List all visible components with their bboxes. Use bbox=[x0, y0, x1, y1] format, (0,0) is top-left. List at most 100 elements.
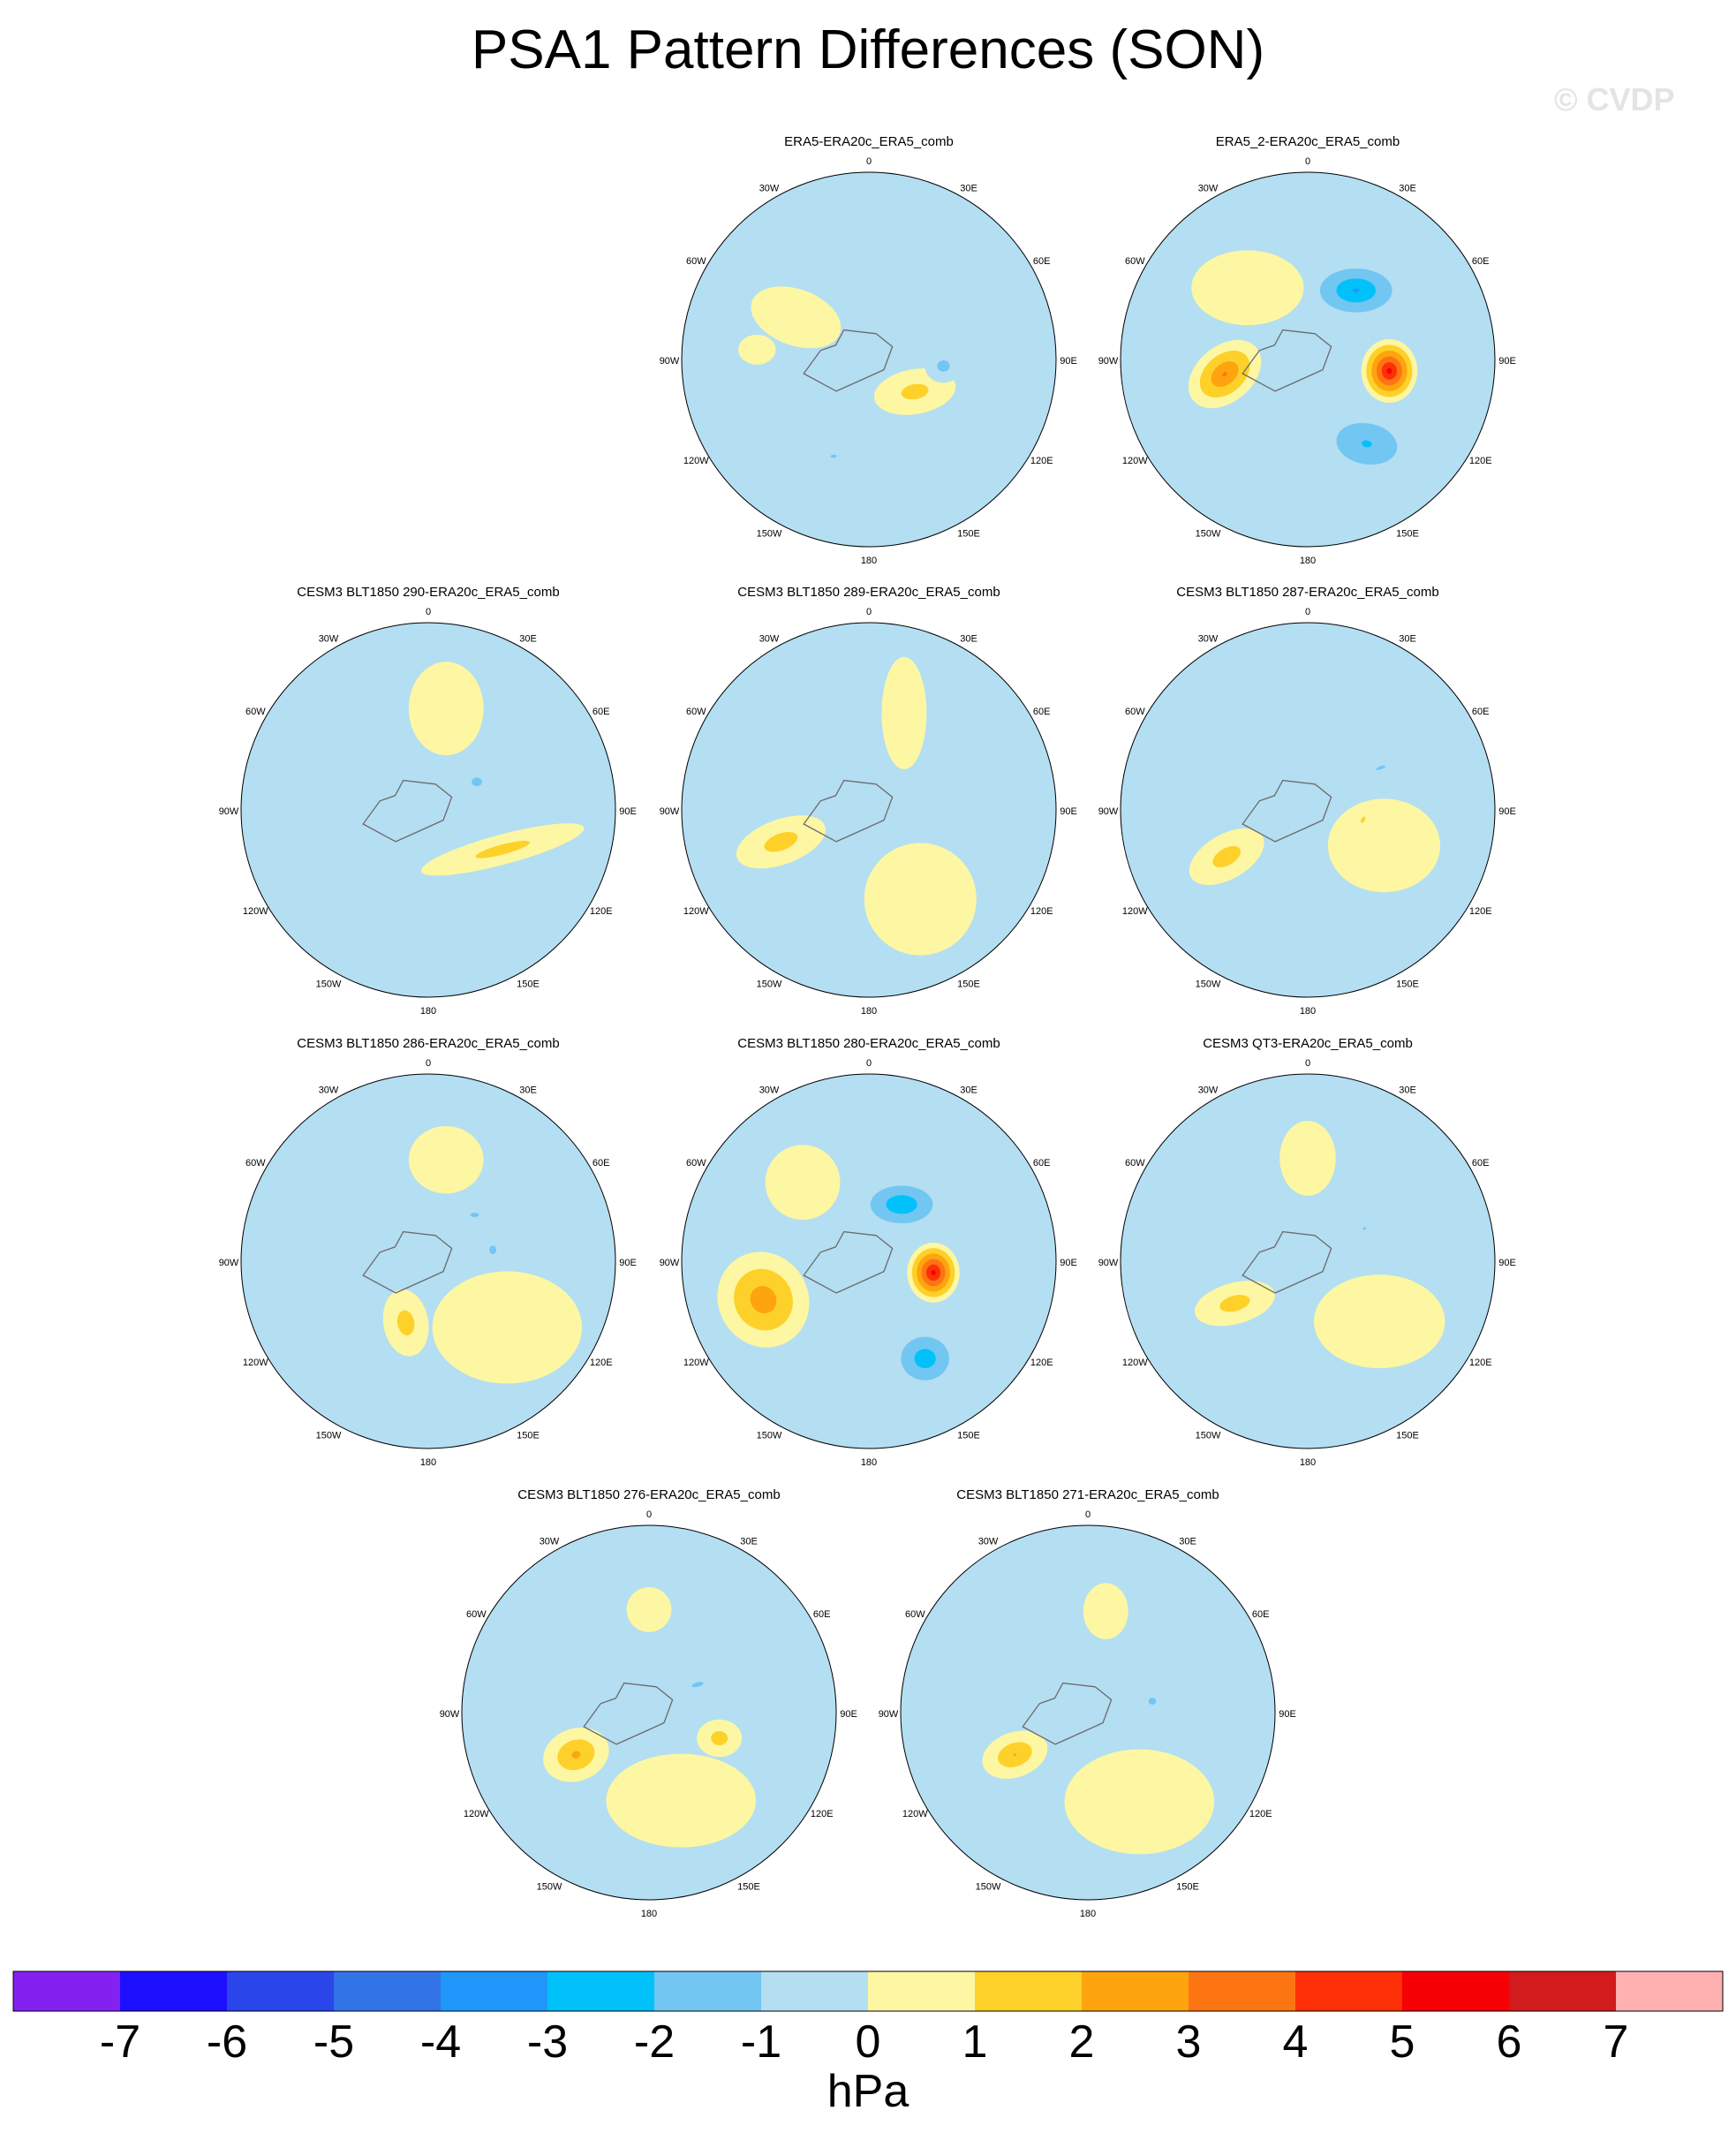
negative-anomaly bbox=[1310, 405, 1423, 482]
longitude-label: 150E bbox=[957, 980, 980, 990]
positive-anomaly bbox=[751, 286, 842, 349]
coastline bbox=[1242, 1230, 1332, 1294]
colorbar-swatch bbox=[334, 1971, 442, 2011]
colorbar: -7 -6 -5 -4 -3 -2 -1 0 1 2 3 4 5 6 7 hPa bbox=[12, 1970, 1724, 2117]
contour-band bbox=[886, 1195, 917, 1214]
longitude-label: 150E bbox=[957, 529, 980, 540]
longitude-label: 180 bbox=[1080, 1909, 1096, 1919]
coastline bbox=[583, 1682, 674, 1745]
map-background bbox=[1121, 623, 1495, 997]
longitude-label: 180 bbox=[1300, 1457, 1316, 1468]
longitude-label: 150W bbox=[976, 1882, 1001, 1893]
longitude-label: 150W bbox=[757, 980, 782, 990]
colorbar-swatch bbox=[1402, 1971, 1510, 2011]
longitude-label: 0 bbox=[426, 607, 431, 617]
contour-band bbox=[408, 662, 484, 756]
contour-band bbox=[1083, 1583, 1128, 1639]
colorbar-tick-label: 6 bbox=[1497, 2016, 1522, 2068]
longitude-label: 120W bbox=[1122, 1358, 1148, 1368]
map-background bbox=[241, 1074, 615, 1448]
colorbar-tick-label: 2 bbox=[1069, 2016, 1095, 2068]
longitude-label: 180 bbox=[641, 1909, 657, 1919]
longitude-label: 90E bbox=[1498, 806, 1516, 817]
colorbar-swatch bbox=[761, 1971, 869, 2011]
positive-anomaly bbox=[1361, 338, 1418, 404]
negative-anomaly bbox=[855, 1176, 949, 1233]
longitude-label: 0 bbox=[1305, 607, 1310, 617]
map-boundary bbox=[900, 1524, 1276, 1901]
contour-band bbox=[750, 1286, 777, 1313]
map-panel: ERA5-ERA20c_ERA5_comb 0 30E 60E 90E 120E 150E 1… bbox=[660, 134, 1077, 566]
negative-anomaly bbox=[456, 1205, 494, 1225]
map-boundary bbox=[240, 1073, 616, 1449]
contour-band bbox=[489, 1245, 496, 1255]
colorbar-tick-label: -6 bbox=[207, 2016, 247, 2068]
longitude-label: 30W bbox=[978, 1536, 999, 1547]
positive-anomaly bbox=[1314, 1275, 1445, 1369]
longitude-label: 90W bbox=[879, 1709, 899, 1720]
longitude-label: 0 bbox=[1305, 156, 1310, 167]
map-background bbox=[682, 172, 1056, 547]
longitude-label: 120W bbox=[1122, 906, 1148, 917]
contour-band bbox=[1013, 1753, 1017, 1756]
longitude-label: 30E bbox=[1179, 1536, 1196, 1547]
longitude-label: 30E bbox=[1399, 183, 1416, 193]
longitude-label: 30E bbox=[960, 633, 977, 644]
longitude-label: 150W bbox=[757, 1431, 782, 1441]
longitude-label: 150E bbox=[1396, 980, 1419, 990]
positive-anomaly bbox=[864, 843, 977, 956]
contour-band bbox=[881, 656, 927, 770]
longitude-label: 30E bbox=[519, 1085, 537, 1095]
longitude-label: 60E bbox=[593, 1158, 610, 1169]
map-background bbox=[462, 1525, 836, 1900]
page-title: PSA1 Pattern Differences (SON) bbox=[471, 19, 1265, 80]
longitude-label: 120E bbox=[1030, 456, 1053, 466]
longitude-label: 90W bbox=[660, 1258, 680, 1268]
longitude-label: 60W bbox=[245, 707, 266, 717]
negative-anomaly bbox=[1303, 258, 1409, 322]
contour-band bbox=[751, 286, 842, 349]
map-boundary bbox=[681, 622, 1057, 998]
contour-band bbox=[1362, 440, 1372, 448]
coastline bbox=[803, 329, 894, 392]
contour-band bbox=[830, 454, 837, 458]
longitude-label: 60W bbox=[1125, 707, 1145, 717]
contour-band bbox=[1386, 367, 1393, 374]
longitude-label: 90W bbox=[1098, 1258, 1119, 1268]
longitude-label: 60W bbox=[466, 1609, 487, 1620]
longitude-label: 150W bbox=[1196, 980, 1221, 990]
contour-band bbox=[1222, 372, 1227, 376]
longitude-label: 30W bbox=[1198, 633, 1219, 644]
longitude-label: 30E bbox=[740, 1536, 758, 1547]
map-panel: CESM3 BLT1850 271-ERA20c_ERA5_comb 0 30E 60… bbox=[879, 1487, 1296, 1919]
longitude-label: 30E bbox=[960, 183, 977, 193]
longitude-label: 150W bbox=[757, 529, 782, 540]
longitude-label: 90W bbox=[1098, 356, 1119, 367]
panel-title: CESM3 BLT1850 289-ERA20c_ERA5_comb bbox=[737, 585, 1000, 600]
coastline bbox=[362, 779, 453, 843]
longitude-label: 120E bbox=[1030, 906, 1053, 917]
longitude-label: 120E bbox=[1469, 456, 1492, 466]
contour-band bbox=[764, 832, 798, 852]
colorbar-tick-label: 1 bbox=[962, 2016, 988, 2068]
contour-band bbox=[1191, 250, 1304, 326]
colorbar-swatch bbox=[975, 1971, 1083, 2011]
negative-anomaly bbox=[1352, 754, 1409, 782]
negative-anomaly bbox=[478, 1230, 509, 1269]
longitude-label: 90E bbox=[1279, 1709, 1296, 1720]
contour-band bbox=[691, 1682, 704, 1688]
longitude-label: 60E bbox=[1033, 1158, 1051, 1169]
longitude-label: 120W bbox=[243, 906, 268, 917]
map-panel: CESM3 BLT1850 286-ERA20c_ERA5_comb 0 30E 60… bbox=[219, 1036, 637, 1468]
longitude-label: 90E bbox=[1498, 356, 1516, 367]
contour-band bbox=[1064, 1749, 1215, 1855]
map-boundary bbox=[1120, 171, 1496, 548]
positive-anomaly bbox=[1327, 798, 1441, 893]
negative-anomaly bbox=[925, 349, 962, 383]
positive-anomaly bbox=[736, 815, 826, 869]
positive-anomaly bbox=[1353, 806, 1373, 834]
colorbar-swatch bbox=[868, 1971, 976, 2011]
positive-anomaly bbox=[1083, 1583, 1128, 1639]
longitude-label: 180 bbox=[1300, 1006, 1316, 1017]
colorbar-swatch bbox=[13, 1971, 121, 2011]
